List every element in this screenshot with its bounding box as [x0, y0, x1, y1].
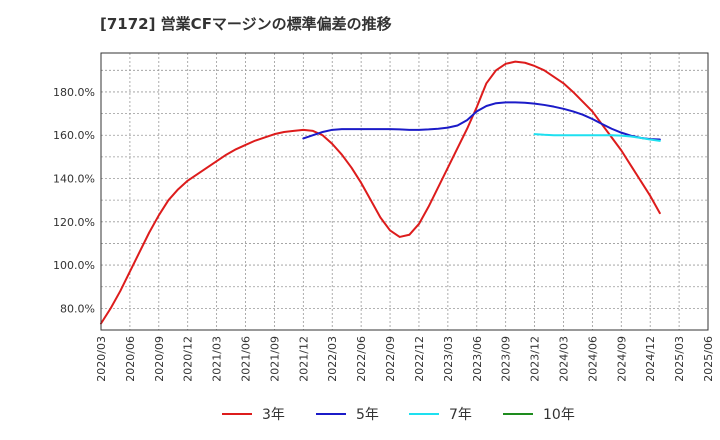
x-tick-label: 2020/03	[95, 336, 108, 382]
x-tick-label: 2021/03	[211, 336, 224, 382]
legend-swatch	[222, 413, 252, 415]
legend-label: 5年	[356, 407, 379, 423]
x-tick-label: 2021/06	[240, 336, 253, 382]
x-tick-label: 2025/06	[702, 336, 715, 382]
x-tick-label: 2023/12	[529, 336, 542, 382]
legend-label: 7年	[449, 407, 472, 423]
x-tick-label: 2023/03	[442, 336, 455, 382]
y-tick-label: 100.0%	[53, 259, 95, 272]
x-tick-label: 2022/06	[355, 336, 368, 382]
x-tick-label: 2024/06	[586, 336, 599, 382]
legend-swatch	[503, 413, 533, 415]
series-line	[533, 133, 661, 142]
chart-title: [7172] 営業CFマージンの標準偏差の推移	[100, 15, 392, 33]
grid-lines	[100, 53, 709, 330]
y-tick-label: 180.0%	[53, 86, 95, 99]
x-tick-label: 2024/03	[557, 336, 570, 382]
legend-label: 10年	[543, 407, 575, 423]
x-tick-label: 2022/12	[413, 336, 426, 382]
x-tick-label: 2020/12	[182, 336, 195, 382]
plot-background	[101, 53, 708, 330]
y-tick-label: 160.0%	[53, 129, 95, 142]
legend-label: 3年	[262, 407, 285, 423]
x-tick-label: 2020/09	[153, 336, 166, 382]
x-tick-label: 2020/06	[124, 336, 137, 382]
plot-border	[100, 52, 709, 331]
x-tick-label: 2022/09	[384, 336, 397, 382]
x-tick-label: 2024/09	[615, 336, 628, 382]
legend-swatch	[409, 413, 439, 415]
legend-item: 5年	[316, 400, 379, 428]
x-tick-label: 2021/12	[297, 336, 310, 382]
series-lines	[100, 60, 661, 325]
x-tick-label: 2024/12	[644, 336, 657, 382]
legend-item: 10年	[503, 400, 575, 428]
legend: 3年 5年 7年 10年	[0, 400, 720, 428]
legend-item: 7年	[409, 400, 472, 428]
x-axis-ticks: 2020/03 2020/06 2020/09 2020/12 2021/03 2021/…	[95, 336, 715, 382]
legend-swatch	[316, 413, 346, 415]
legend-item: 3年	[222, 400, 285, 428]
x-tick-label: 2021/09	[268, 336, 281, 382]
series-line	[302, 101, 661, 141]
x-tick-label: 2022/03	[326, 336, 339, 382]
y-tick-label: 140.0%	[53, 173, 95, 186]
y-tick-label: 120.0%	[53, 216, 95, 229]
series-line	[100, 60, 661, 325]
x-tick-label: 2023/06	[471, 336, 484, 382]
y-tick-label: 80.0%	[60, 302, 95, 315]
x-tick-label: 2023/09	[500, 336, 513, 382]
chart-plot: 80.0% 100.0% 120.0% 140.0% 160.0% 180.0% 2020…	[53, 52, 715, 382]
y-axis-ticks: 80.0% 100.0% 120.0% 140.0% 160.0% 180.0%	[53, 86, 95, 315]
x-tick-label: 2025/03	[673, 336, 686, 382]
